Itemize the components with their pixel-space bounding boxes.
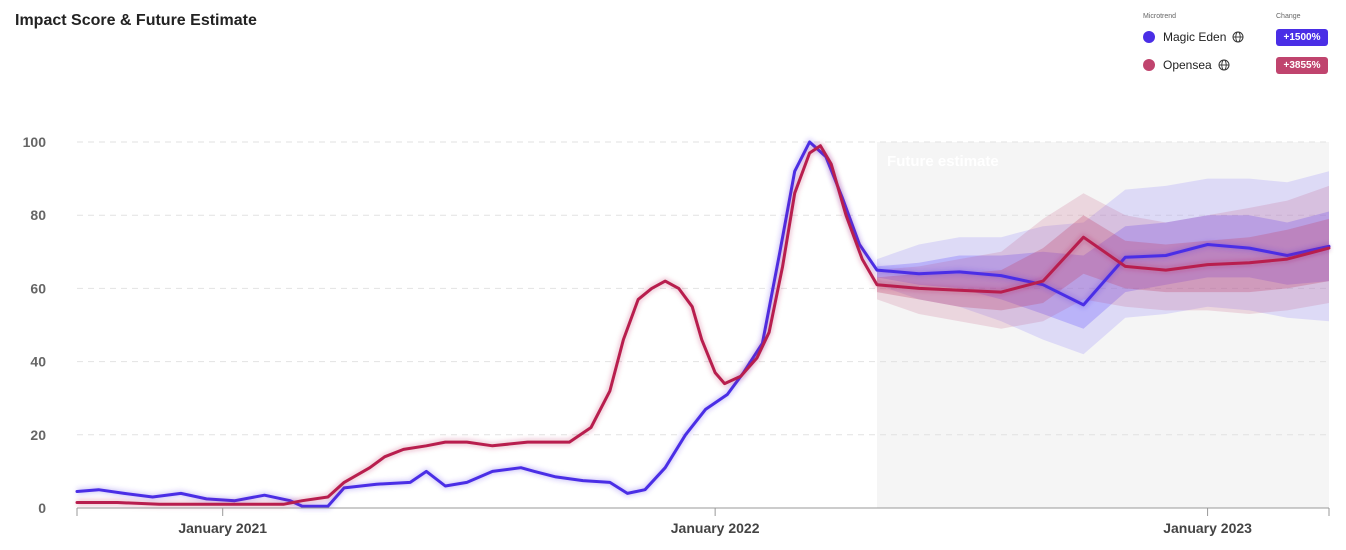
legend-microtrend-header: Microtrend bbox=[1143, 13, 1177, 20]
forecast-band-inner-opensea bbox=[877, 215, 1329, 311]
y-tick-label: 80 bbox=[30, 207, 46, 223]
x-tick-label: January 2021 bbox=[178, 520, 267, 536]
y-tick-label: 0 bbox=[38, 500, 46, 516]
legend-change-header: Change bbox=[1276, 13, 1301, 20]
legend-label-magic-eden: Magic Eden bbox=[1163, 30, 1227, 44]
change-badge-opensea: +3855% bbox=[1276, 57, 1328, 74]
x-tick-label: January 2022 bbox=[671, 520, 760, 536]
legend-swatch-opensea bbox=[1143, 59, 1155, 71]
globe-icon[interactable] bbox=[1232, 31, 1244, 43]
change-badge-magic-eden: +1500% bbox=[1276, 29, 1328, 46]
y-tick-label: 20 bbox=[30, 427, 46, 443]
chart-title: Impact Score & Future Estimate bbox=[15, 12, 257, 29]
y-tick-label: 100 bbox=[23, 134, 47, 150]
globe-icon[interactable] bbox=[1218, 59, 1230, 71]
legend-label-opensea: Opensea bbox=[1163, 58, 1212, 72]
future-estimate-region bbox=[877, 142, 1329, 508]
forecast-band-outer-magic-eden bbox=[877, 171, 1329, 355]
forecast-band-inner-magic-eden bbox=[877, 211, 1329, 329]
y-tick-label: 60 bbox=[30, 280, 46, 296]
x-tick-label: January 2023 bbox=[1163, 520, 1252, 536]
legend-item-opensea[interactable]: Opensea bbox=[1143, 57, 1230, 73]
legend-item-magic-eden[interactable]: Magic Eden bbox=[1143, 29, 1244, 45]
series-line-opensea bbox=[75, 144, 1331, 506]
future-estimate-label: Future estimate bbox=[887, 153, 999, 170]
y-tick-label: 40 bbox=[30, 354, 46, 370]
legend-swatch-magic-eden bbox=[1143, 31, 1155, 43]
